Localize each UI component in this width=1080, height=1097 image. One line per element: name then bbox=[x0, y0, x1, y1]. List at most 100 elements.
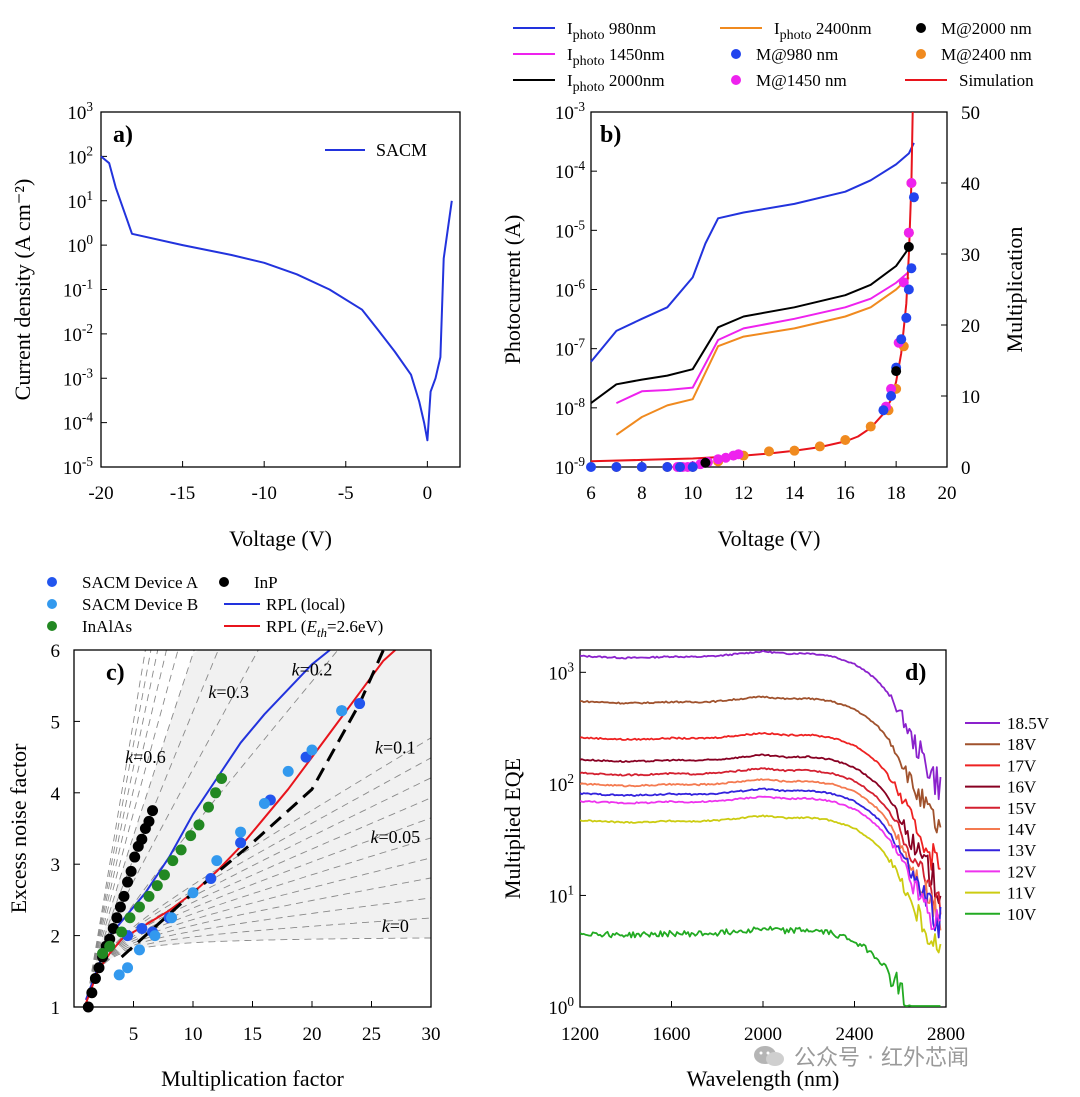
panel-a-frame bbox=[100, 111, 461, 468]
k-reference-line bbox=[85, 650, 259, 1007]
x-tick-label: 10 bbox=[184, 1024, 203, 1045]
legend-label: 16V bbox=[1007, 778, 1037, 797]
k-label: k=0.6 bbox=[125, 747, 166, 767]
y2-tick-label: 10 bbox=[961, 387, 980, 408]
legend-label: M@2400 nm bbox=[941, 45, 1032, 64]
series-point-inp bbox=[89, 972, 101, 984]
series-point-sacm-device-b bbox=[282, 765, 294, 777]
x-tick-label: 0 bbox=[423, 483, 433, 504]
legend-label: RPL (Eth=2.6eV) bbox=[266, 617, 383, 640]
panel-d-frame bbox=[579, 649, 947, 1008]
y-tick-label: 10-5 bbox=[63, 454, 93, 479]
tick-exponent: -8 bbox=[574, 395, 585, 410]
tick-exponent: 3 bbox=[86, 99, 93, 114]
series-point-inalas bbox=[151, 880, 163, 892]
wechat-icon bbox=[754, 1046, 784, 1066]
series-point-m-1450-nm bbox=[886, 383, 897, 394]
legend-label: 15V bbox=[1007, 799, 1037, 818]
y2-tick-label: 40 bbox=[961, 174, 980, 195]
legend-label: SACM bbox=[376, 140, 427, 160]
series-point-m-980-nm bbox=[886, 391, 897, 401]
tick-base: 10 bbox=[555, 103, 574, 124]
tick-base: 10 bbox=[63, 325, 82, 346]
legend-label: 17V bbox=[1007, 756, 1037, 775]
series-point-inalas bbox=[210, 787, 222, 799]
y2-tick-label: 0 bbox=[961, 458, 971, 479]
legend-swatch bbox=[47, 621, 57, 631]
series-point-sacm-device-b bbox=[113, 969, 125, 981]
series-point-inp bbox=[111, 912, 123, 924]
k-symbol: k bbox=[292, 659, 301, 679]
tick-exponent: 1 bbox=[86, 188, 93, 203]
series-line-17v bbox=[580, 732, 941, 871]
k-reference-line bbox=[85, 917, 431, 1007]
series-point-inp bbox=[122, 876, 134, 888]
series-line-10v bbox=[580, 925, 941, 1007]
tick-exponent: -5 bbox=[574, 217, 585, 232]
legend-suffix: 980nm bbox=[605, 19, 656, 38]
tick-base: 10 bbox=[555, 221, 574, 242]
tick-base: 10 bbox=[63, 458, 82, 479]
legend-swatch bbox=[47, 577, 57, 587]
legend-text: M@2400 nm bbox=[941, 45, 1032, 64]
y-tick-label: 100 bbox=[67, 232, 93, 257]
x-tick-label: 6 bbox=[586, 483, 596, 504]
k-reference-line bbox=[85, 650, 159, 1007]
series-point-sacm-device-b bbox=[211, 855, 223, 867]
tick-exponent: 1 bbox=[567, 882, 574, 897]
legend-swatch bbox=[731, 75, 741, 85]
legend-label: Iphoto 1450nm bbox=[567, 45, 665, 69]
panel-a-current-density-chart: -20 -15 -10 -5 010310210110010-110-210-310-4… bbox=[10, 99, 461, 551]
series-point-sacm-device-b bbox=[336, 705, 348, 717]
y-tick-label: 5 bbox=[51, 712, 61, 733]
y-tick-label: 10-4 bbox=[63, 410, 93, 435]
tick-exponent: -4 bbox=[574, 158, 585, 173]
series-point-m-980-nm bbox=[903, 284, 914, 295]
watermark: 公众号 · 红外芯闻 bbox=[752, 1036, 1052, 1076]
k-label: k=0.3 bbox=[208, 682, 249, 702]
series-point-inalas bbox=[158, 869, 170, 881]
series-point-m-2400-nm bbox=[764, 446, 774, 457]
legend-text: Simulation bbox=[959, 71, 1034, 90]
tick-base: 10 bbox=[548, 886, 567, 907]
x-tick-label: 30 bbox=[422, 1024, 441, 1045]
legend-text: I bbox=[567, 71, 573, 90]
k-symbol: k bbox=[208, 682, 217, 702]
series-point-m-1450-nm bbox=[720, 452, 731, 463]
panel-label: c) bbox=[106, 660, 125, 686]
tick-exponent: -1 bbox=[82, 277, 93, 292]
legend-label: InP bbox=[254, 573, 278, 592]
series-point-inp bbox=[82, 1001, 94, 1013]
series-point-inp bbox=[86, 987, 98, 999]
series-point-m-980-nm bbox=[675, 462, 685, 472]
legend-label: 14V bbox=[1007, 820, 1037, 839]
x-tick-label: 18 bbox=[887, 483, 906, 504]
series-line-18v bbox=[580, 695, 942, 834]
x-tick-label: 12 bbox=[734, 483, 753, 504]
k-label: k=0.1 bbox=[375, 737, 416, 757]
legend-text: SACM Device B bbox=[82, 595, 198, 614]
tick-base: 10 bbox=[548, 998, 567, 1019]
legend-text: M@980 nm bbox=[756, 45, 838, 64]
k-reference-line bbox=[85, 737, 431, 1007]
legend-suffix: 2000nm bbox=[605, 71, 665, 90]
legend-label: InAlAs bbox=[82, 617, 132, 636]
k-reference-line bbox=[85, 777, 431, 1007]
tick-exponent: -9 bbox=[574, 454, 585, 469]
legend-sub: photo bbox=[780, 28, 812, 43]
series-point-m-980-nm bbox=[586, 462, 596, 472]
legend-text: I bbox=[567, 45, 573, 64]
series-point-inp bbox=[136, 833, 148, 845]
series-point-inp bbox=[143, 815, 155, 827]
k-reference-line bbox=[85, 650, 195, 1007]
tick-base: 10 bbox=[548, 775, 567, 796]
series-point-m-980-nm bbox=[896, 334, 907, 345]
series-line-dashed-fit bbox=[120, 650, 385, 959]
series-line-15v bbox=[580, 767, 942, 915]
watermark-text: 公众号 · 红外芯闻 bbox=[794, 1046, 969, 1071]
x-tick-label: 2400 bbox=[836, 1024, 874, 1045]
y-tick-label: 103 bbox=[548, 659, 574, 684]
series-line-iphoto-980nm bbox=[590, 142, 915, 363]
legend-label: 11V bbox=[1007, 884, 1036, 903]
